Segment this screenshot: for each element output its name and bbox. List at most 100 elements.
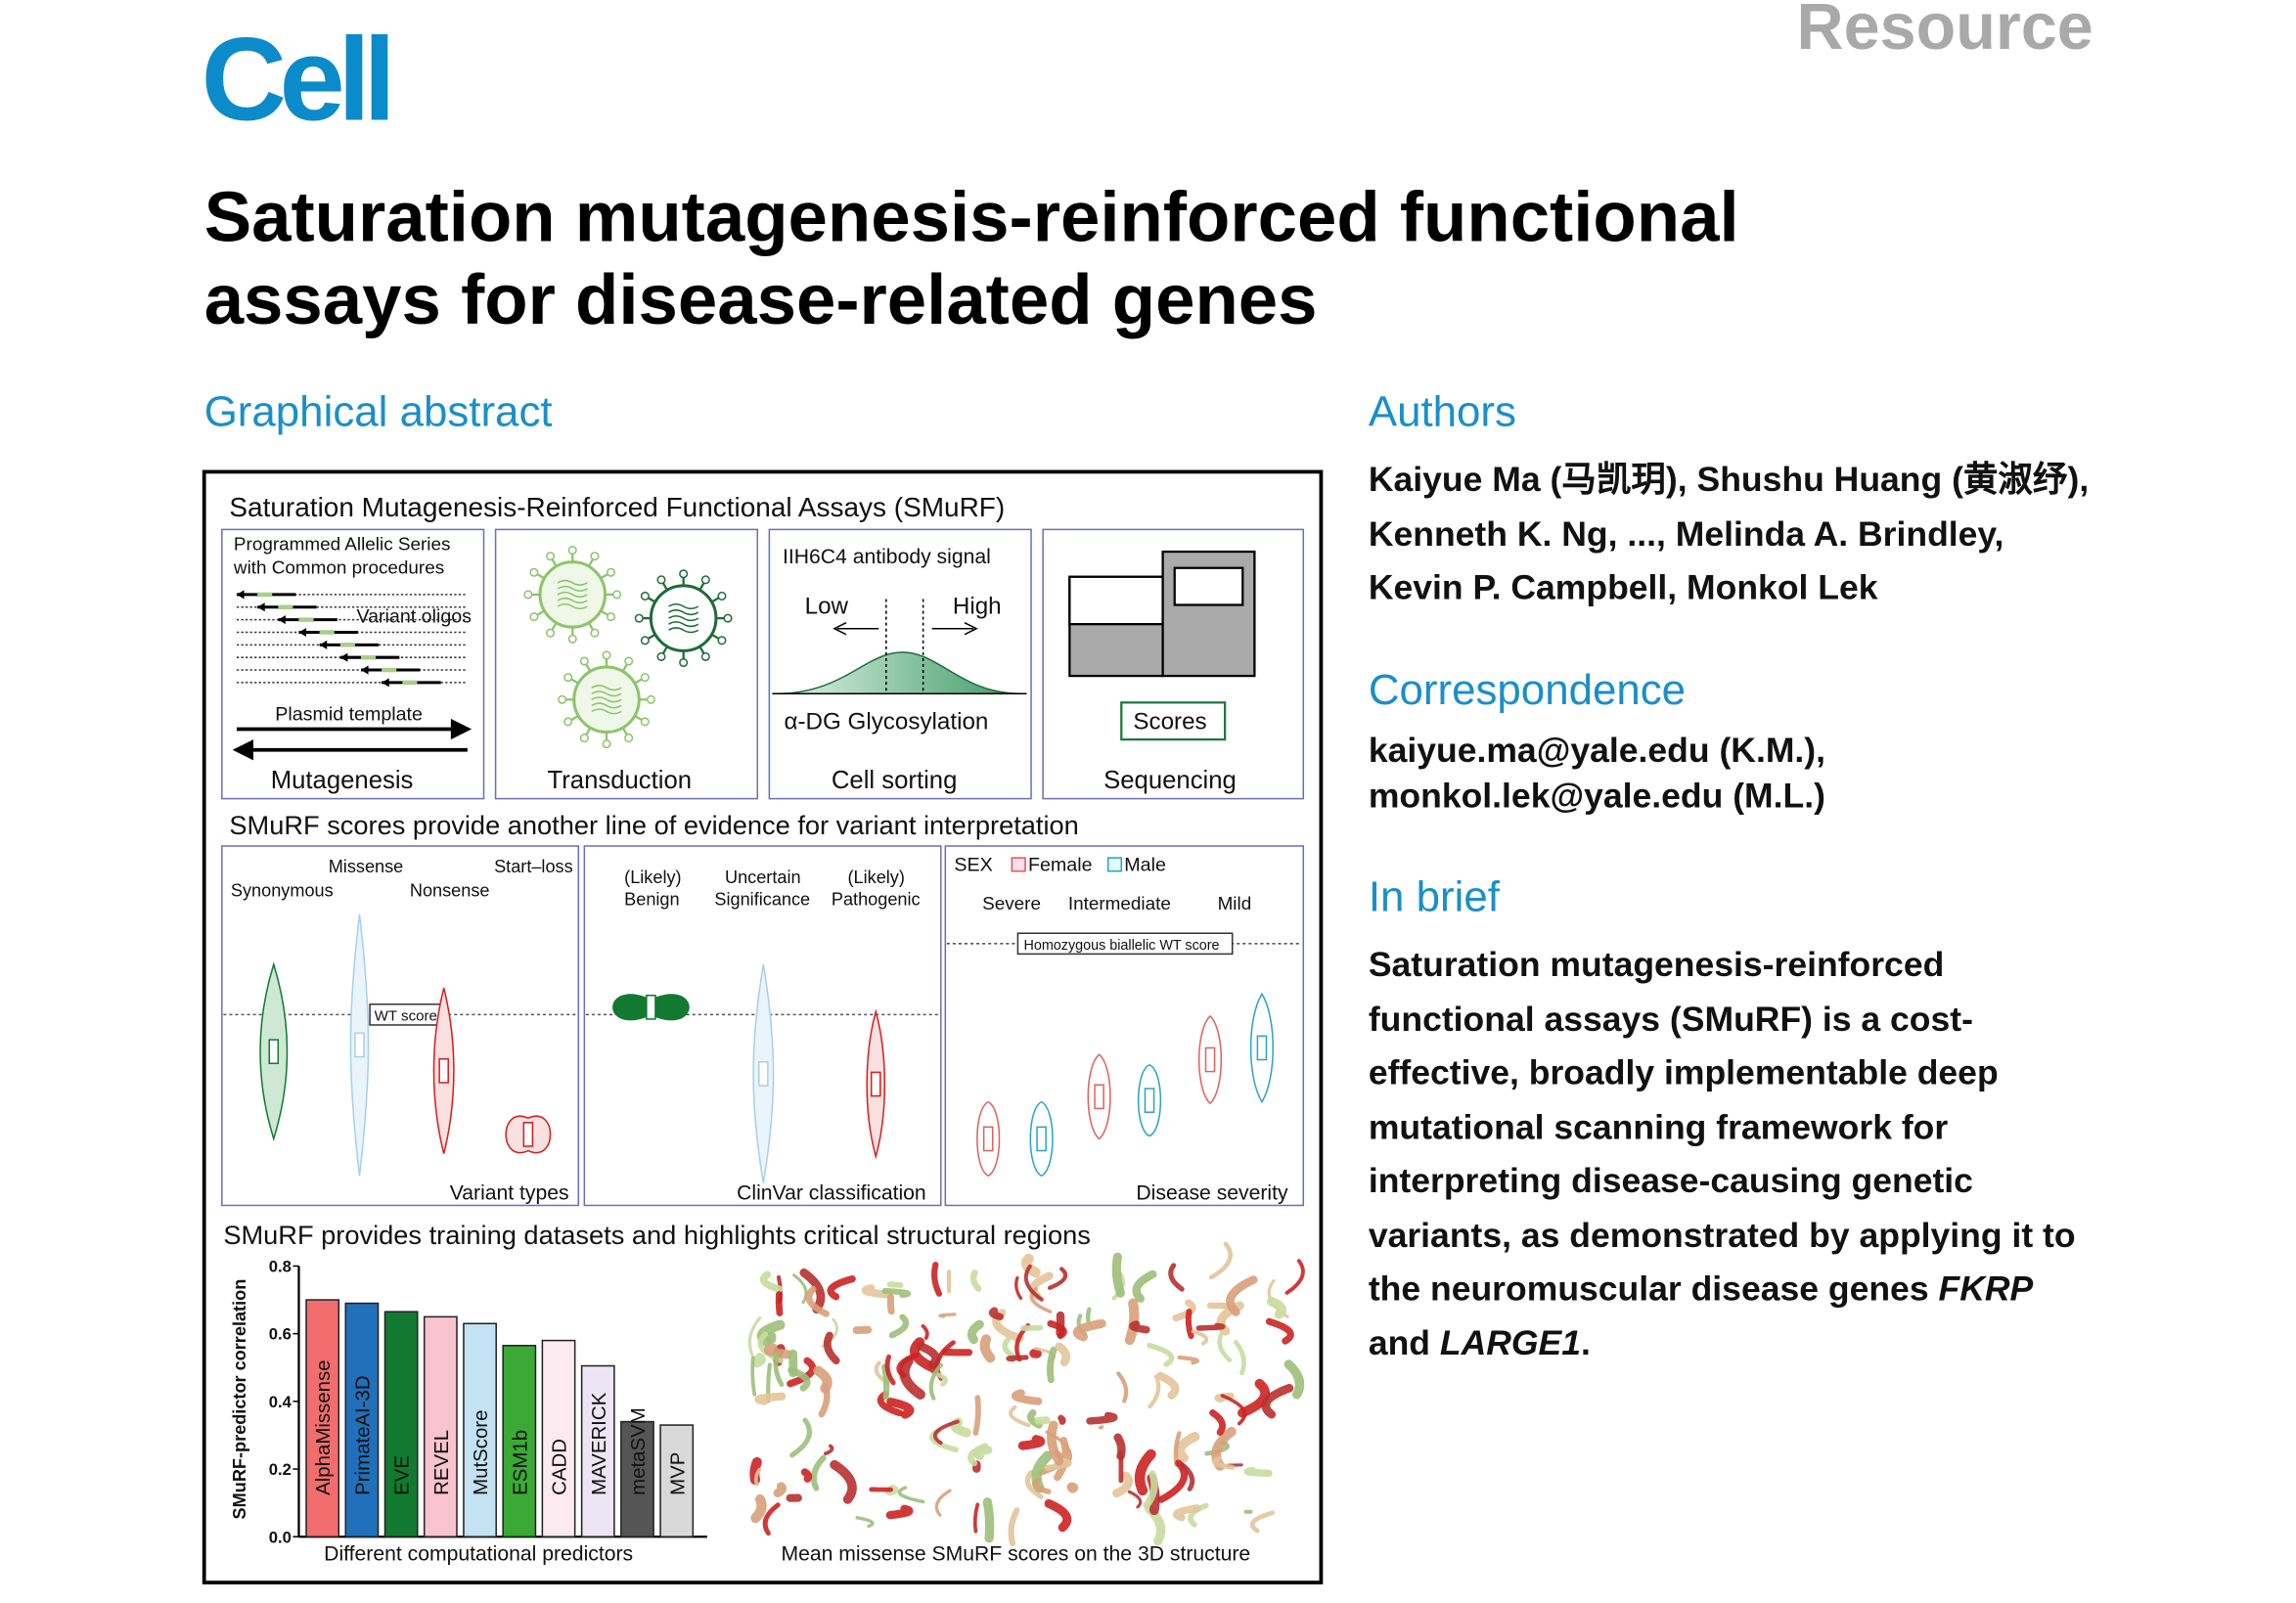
ribbon [1020,1324,1044,1332]
panel-text: Pathogenic [832,889,921,909]
ribbon [775,1291,784,1316]
email: monkol.lek@yale.edu (M.L.) [1368,776,1825,816]
y-tick-label: 0.2 [269,1460,292,1479]
article-title: Saturation mutagenesis-reinforced functi… [203,178,1739,340]
section-heading: Authors [1368,388,1516,437]
panel-label: Mutagenesis [271,767,414,794]
ribbon [792,1273,808,1305]
panel-text: Significance [714,889,810,909]
spike-tip [634,613,644,623]
arrow-head [360,665,369,675]
ribbon [823,1331,840,1365]
ribbon [1072,1318,1106,1342]
authors: Kaiyue Ma (马凯玥), Shushu Huang (黄淑纾), Ken… [1368,460,2090,607]
ribbon [787,1357,817,1388]
ribbon [830,1459,857,1504]
ribbon [1111,1252,1125,1298]
ribbon [1047,1346,1058,1384]
ribbon [1168,1263,1185,1292]
box [758,1061,769,1087]
ribbon [750,1356,757,1397]
genome [557,579,588,586]
bar-chart: 0.0 0.2 0.4 0.6 0.8 AlphaMissense PrimateAI-3D… [269,1258,707,1546]
bar-label: AlphaMissense [313,1359,335,1494]
arrow-head [278,615,286,625]
ribbon [805,1285,830,1317]
box [1204,1046,1216,1073]
ribbon [938,1313,957,1318]
text: and [1368,1322,1440,1362]
ribbon [1209,1409,1227,1436]
bar [659,1424,695,1537]
ribbon [1112,1471,1134,1498]
box [268,1039,280,1065]
ribbon [1044,1498,1072,1533]
arrow [931,621,978,636]
machine-part [1173,566,1244,606]
bar-label: REVEL [431,1430,453,1495]
ribbon [1175,1432,1200,1463]
spike-tip [640,717,650,727]
ribbon [972,1502,980,1534]
arrow-head [339,652,348,662]
spike-tip [723,613,733,623]
ribbon [1047,1420,1064,1466]
genome [591,690,622,697]
label-box [1016,932,1234,956]
spike-tip [523,590,533,600]
spike-tip [602,739,611,749]
bar [502,1345,537,1537]
arrow [833,621,879,636]
caption: Mean missense SMuRF scores on the 3D str… [781,1542,1250,1565]
ribbon [916,1342,940,1369]
ribbon [1047,1267,1068,1290]
arrow-head [450,718,473,740]
ribbon [1017,1435,1046,1450]
ribbon [1055,1342,1071,1366]
panel-text: Missense [329,857,404,876]
spike-tip [700,651,710,661]
panel-text: Nonsense [410,880,490,900]
spike-tip [558,694,567,704]
spike-tip [529,567,539,577]
section-title: SMuRF scores provide another line of evi… [229,810,1078,840]
ribbon [1188,1502,1209,1528]
panel-text: Scores [1133,709,1206,735]
panel-text: Intermediate [1068,894,1171,914]
ribbon [861,1284,892,1299]
ribbon [1226,1275,1258,1316]
scores-box [1120,701,1227,741]
panel-label: Transduction [548,767,693,794]
legend-swatch [1011,857,1026,872]
ribbon [1233,1339,1246,1376]
legend-text: Male [1124,855,1166,876]
arrow-head [236,590,245,600]
legend-text: Female [1028,855,1093,876]
bar-label: EVE [392,1455,414,1495]
virus-drawing [523,546,733,749]
panel-text: Variant oligos [356,606,472,628]
ribbon [1006,1355,1029,1362]
panel-label: ClinVar classification [737,1181,926,1204]
ribbon [1148,1374,1161,1409]
panel-label: Sequencing [1103,767,1237,794]
ribbon [881,1287,912,1299]
ribbon [800,1468,813,1483]
ribbon [1098,1425,1104,1430]
spike-tip [546,628,556,638]
genome [668,609,699,616]
bar [305,1299,340,1537]
ribbon [789,1417,812,1458]
panel-text: SEX [954,855,992,876]
ribbon [1265,1317,1294,1345]
ribbon [1066,1482,1079,1493]
ribbon [750,1493,767,1524]
bar [620,1420,654,1537]
box [982,1126,994,1152]
section-title: SMuRF provides training datasets and hig… [223,1220,1091,1250]
bar [383,1311,419,1537]
ribbon [1238,1378,1271,1418]
ribbon [751,1353,766,1368]
panel-text: Mild [1218,894,1252,914]
